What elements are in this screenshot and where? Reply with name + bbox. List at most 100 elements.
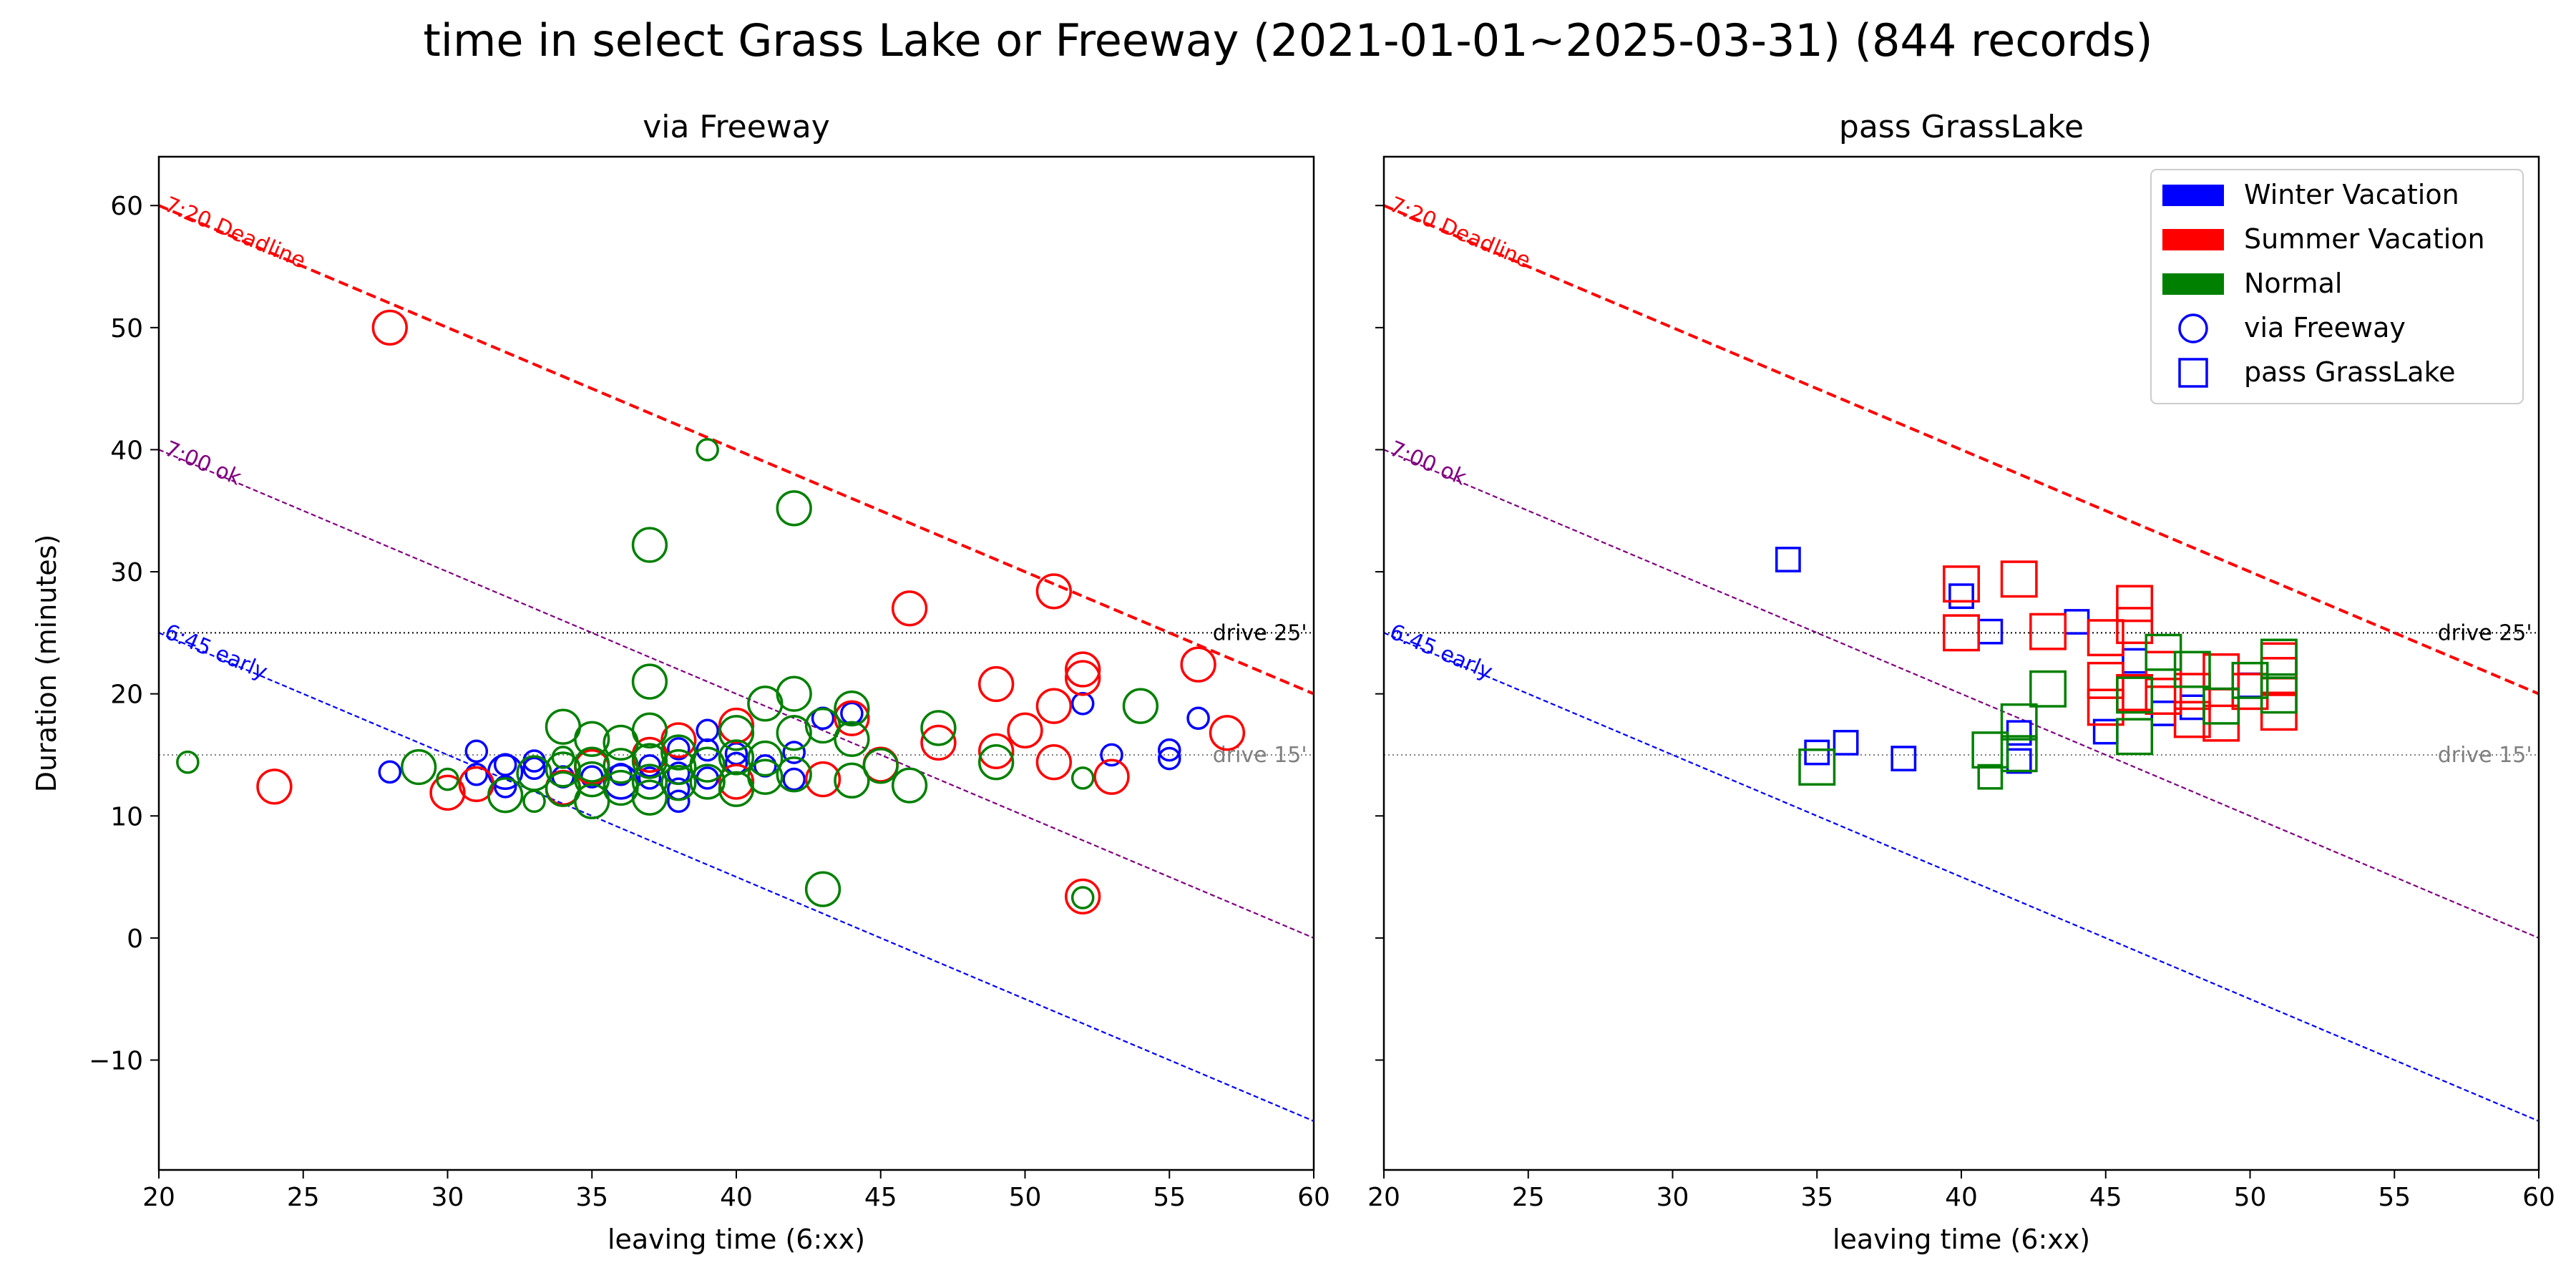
data-point [2231, 661, 2269, 699]
data-point [378, 760, 402, 784]
plot-area: drive 25' drive 15' [1384, 204, 2539, 1122]
data-point [891, 590, 928, 627]
x-tick-label: 30 [1657, 1183, 1689, 1212]
data-point [2000, 735, 2038, 773]
data-point [2087, 688, 2124, 726]
data-point [718, 707, 755, 744]
data-point [920, 710, 957, 746]
data-point [920, 724, 957, 761]
data-point [1065, 651, 1101, 688]
data-point [176, 750, 200, 774]
data-point [1035, 573, 1073, 610]
legend-box [2150, 169, 2524, 404]
data-point [1943, 565, 1980, 603]
legend-marker-circle [2178, 313, 2208, 343]
data-point [689, 746, 726, 783]
data-point [1943, 614, 1980, 652]
data-point [804, 707, 841, 744]
data-point [256, 769, 293, 805]
data-point [1833, 730, 1859, 756]
data-point [1186, 706, 1210, 731]
data-point [516, 755, 552, 791]
x-tick-label: 40 [720, 1183, 753, 1212]
legend-label: via Freeway [2244, 312, 2406, 343]
data-point [551, 746, 575, 769]
data-point [718, 739, 755, 776]
x-tick-label: 40 [1945, 1183, 1978, 1212]
reference-line-deadline-720 [159, 204, 1314, 696]
reference-label-drive-15: drive 15' [1213, 743, 1307, 768]
data-point [631, 763, 668, 800]
data-point [1798, 748, 1836, 786]
data-point [631, 743, 668, 779]
x-tick-label: 50 [1009, 1183, 1042, 1212]
x-tick-label: 60 [1297, 1183, 1330, 1212]
data-point [782, 741, 806, 764]
data-point [834, 762, 870, 799]
data-point [2116, 718, 2154, 756]
data-point [660, 748, 697, 786]
x-tick-label: 50 [2234, 1183, 2267, 1212]
data-point [696, 438, 719, 462]
legend-entry-via-freeway: via Freeway [2178, 312, 2406, 343]
data-point [400, 748, 437, 786]
data-point [631, 527, 668, 563]
data-point [522, 756, 546, 780]
data-point [776, 756, 812, 793]
data-point [834, 690, 870, 727]
data-point [776, 675, 812, 712]
data-point [602, 748, 639, 784]
legend-swatch [2162, 229, 2224, 250]
legend-entry-winter-vacation: Winter Vacation [2162, 179, 2459, 210]
data-point [1180, 646, 1216, 683]
panel-title: pass GrassLake [1839, 109, 2084, 145]
reference-line-early-645 [1384, 632, 2539, 1122]
data-point [487, 777, 524, 814]
reference-line-early-645 [159, 632, 1314, 1122]
x-tick-label: 45 [864, 1183, 897, 1212]
data-point [776, 490, 812, 527]
data-point [667, 789, 691, 814]
data-point [1977, 763, 2004, 790]
data-point [718, 763, 755, 800]
data-point [689, 763, 726, 800]
data-point [1065, 660, 1101, 696]
data-point [1209, 715, 1246, 751]
data-point [834, 700, 870, 736]
data-point [429, 774, 466, 811]
data-point [747, 740, 784, 777]
data-point [574, 783, 610, 819]
data-point [2260, 638, 2298, 676]
data-point [1065, 878, 1101, 915]
data-point [1122, 688, 1159, 724]
data-point [464, 762, 489, 786]
legend-label: Normal [2244, 268, 2343, 299]
y-tick-label: 30 [110, 558, 143, 587]
data-point [631, 663, 668, 700]
legend-label: Summer Vacation [2244, 223, 2485, 255]
data-point [2173, 650, 2211, 688]
data-point [436, 767, 459, 791]
data-point [1948, 583, 1974, 610]
data-point [1093, 758, 1130, 795]
data-point [2116, 585, 2154, 623]
data-point [1971, 731, 2009, 769]
data-point [1775, 547, 1801, 572]
data-point [631, 779, 668, 816]
data-point [631, 712, 668, 748]
data-point [1035, 744, 1073, 781]
data-point [574, 721, 610, 757]
data-point [1035, 688, 1073, 724]
data-point [1070, 692, 1095, 716]
reference-line-ok-700 [1384, 449, 2539, 939]
data-point [1157, 746, 1181, 771]
data-point [2173, 701, 2211, 738]
data-point [1157, 738, 1181, 762]
data-point [2116, 676, 2154, 714]
data-point [574, 746, 610, 783]
legend-swatch [2162, 185, 2224, 206]
y-tick-label: 20 [110, 680, 143, 710]
data-point [977, 733, 1015, 769]
x-tick-label: 55 [1153, 1183, 1186, 1212]
